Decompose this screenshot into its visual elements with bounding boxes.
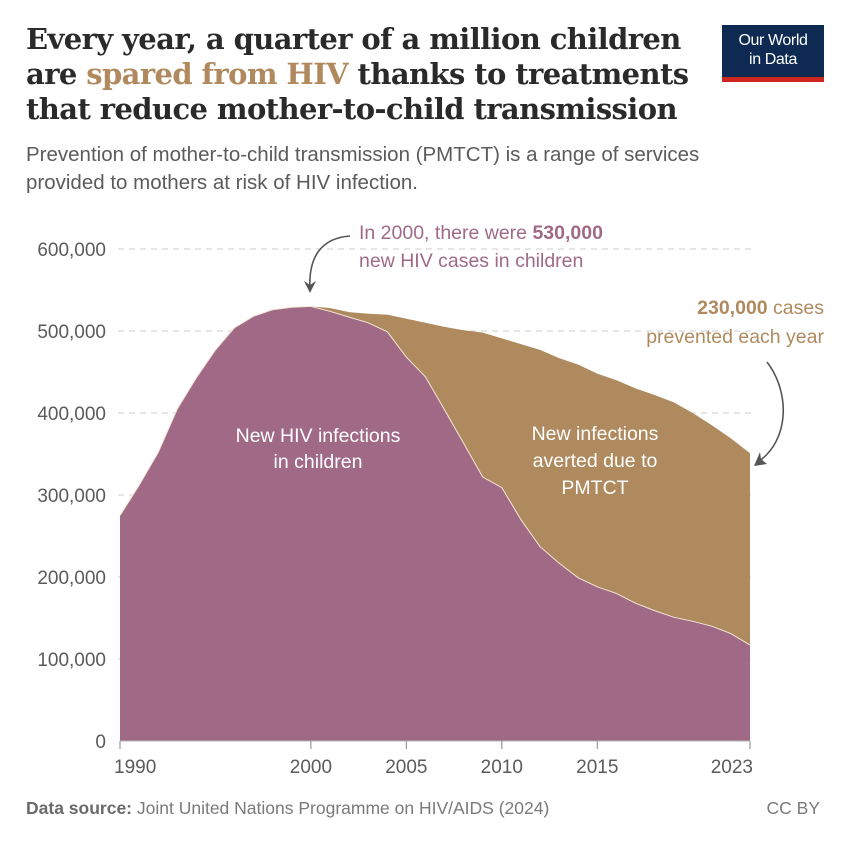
area-label-averted-line-3: PMTCT bbox=[561, 477, 628, 499]
area-label-averted-line-1: New infections bbox=[532, 423, 659, 445]
x-tick-label: 2023 bbox=[711, 757, 753, 778]
area-label-averted-line-2: averted due to bbox=[533, 450, 658, 472]
annotation-prevented-line-2: prevented each year bbox=[646, 326, 824, 348]
y-tick-label: 500,000 bbox=[37, 322, 106, 343]
areas bbox=[119, 305, 751, 741]
annotation-prevented-line-1: 230,000 cases bbox=[697, 297, 824, 319]
x-tick-label: 2015 bbox=[576, 757, 618, 778]
annotation-peak-line-2: new HIV cases in children bbox=[359, 250, 583, 272]
x-tick-label: 2005 bbox=[385, 757, 427, 778]
annotation-peak-arrow bbox=[309, 235, 351, 291]
y-tick-label: 600,000 bbox=[37, 240, 106, 261]
title-highlight: spared from HIV bbox=[86, 57, 349, 91]
title-part-1: Every year, a quarter of a million child… bbox=[26, 22, 681, 91]
annotation-prevented-arrow bbox=[757, 361, 784, 463]
y-tick-label: 300,000 bbox=[37, 486, 106, 507]
annotation-peak-value: 530,000 bbox=[532, 222, 603, 244]
area-infections bbox=[120, 306, 750, 741]
chart-title: Every year, a quarter of a million child… bbox=[26, 22, 706, 127]
data-source: Data source: Joint United Nations Progra… bbox=[26, 798, 549, 819]
annotation-peak-arrowhead-icon bbox=[304, 281, 316, 293]
logo-text: Our World in Data bbox=[722, 31, 824, 69]
area-averted bbox=[120, 306, 750, 646]
area-label-infections-line-2: in children bbox=[274, 451, 363, 473]
x-tick-label: 2010 bbox=[481, 757, 523, 778]
annotation-peak: In 2000, there were 530,000 new HIV case… bbox=[304, 222, 603, 293]
logo-line-2: in Data bbox=[749, 51, 797, 68]
y-tick-label: 100,000 bbox=[37, 650, 106, 671]
y-tick-label: 200,000 bbox=[37, 568, 106, 589]
annotation-prevented-arrowhead-icon bbox=[754, 452, 767, 466]
x-tick-label: 2000 bbox=[290, 757, 332, 778]
y-tick-label: 400,000 bbox=[37, 404, 106, 425]
y-axis-ticks: 0 100,000 200,000 300,000 400,000 500,000 600,… bbox=[37, 240, 106, 753]
x-axis: 1990 2000 2005 2010 2015 2023 bbox=[114, 740, 753, 778]
annotation-prevented-value: 230,000 bbox=[697, 297, 768, 319]
y-tick-label: 0 bbox=[95, 732, 106, 753]
area-label-averted: New infections averted due to PMTCT bbox=[532, 423, 659, 499]
area-label-infections-line-1: New HIV infections bbox=[236, 425, 401, 447]
chart-subtitle: Prevention of mother-to-child transmissi… bbox=[26, 143, 700, 194]
x-tick-label: 1990 bbox=[114, 757, 156, 778]
series-boundary-line bbox=[119, 305, 751, 646]
logo-red-bar bbox=[722, 77, 824, 82]
annotation-prevented-suffix: cases bbox=[768, 297, 825, 319]
annotation-prevented: 230,000 cases prevented each year bbox=[646, 297, 824, 466]
data-source-text: Joint United Nations Programme on HIV/AI… bbox=[132, 798, 550, 818]
license-link[interactable]: CC BY bbox=[766, 798, 820, 818]
area-label-infections: New HIV infections in children bbox=[236, 425, 401, 473]
title-part-2: thanks to treatments that reduce mother-… bbox=[26, 57, 689, 126]
logo-line-1: Our World bbox=[738, 32, 808, 49]
data-source-label: Data source: bbox=[26, 798, 133, 818]
annotation-peak-line-1: In 2000, there were 530,000 bbox=[359, 222, 603, 244]
annotation-peak-prefix: In 2000, there were bbox=[359, 222, 532, 244]
owid-logo[interactable]: Our World in Data bbox=[722, 25, 824, 82]
